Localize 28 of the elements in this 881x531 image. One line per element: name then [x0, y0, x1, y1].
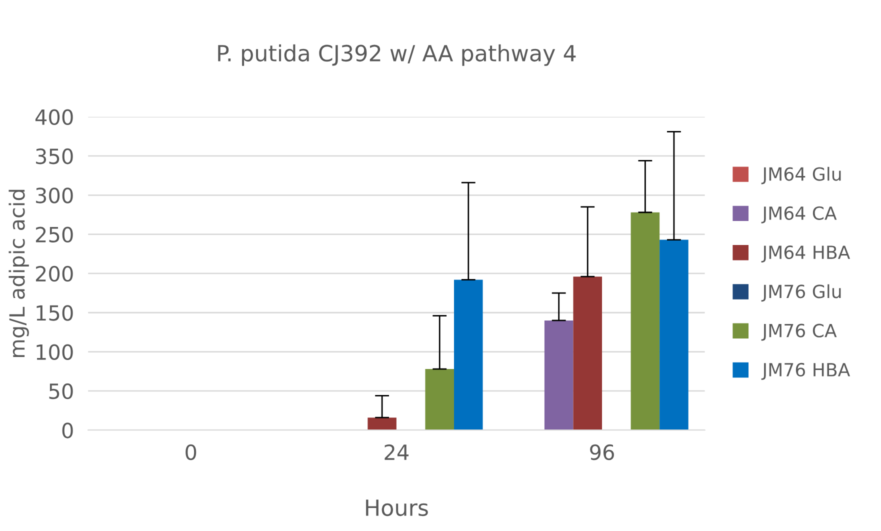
bar: [660, 240, 688, 430]
y-tick-label: 350: [36, 148, 73, 164]
y-axis-title: mg/L adipic acid: [8, 190, 29, 358]
y-tick-label: 400: [35, 109, 73, 126]
legend-label: JM64 HBA: [761, 245, 850, 262]
legend-label: JM64 CA: [761, 206, 837, 224]
bar: [573, 276, 602, 430]
y-tick-label: 100: [36, 344, 73, 360]
y-tick-label: 200: [36, 266, 73, 282]
x-axis-title: Hours: [366, 500, 428, 516]
y-tick-label: 0: [62, 422, 73, 438]
legend-label: JM64 Glu: [761, 166, 841, 184]
legend-label: JM76 CA: [761, 324, 837, 341]
y-tick-label: 300: [36, 188, 73, 204]
y-tick-label: 150: [36, 305, 73, 321]
bar: [368, 418, 396, 430]
x-tick-label: 0: [186, 444, 196, 460]
legend-label: JM76 Glu: [761, 284, 841, 302]
bar: [544, 320, 574, 430]
bar: [630, 212, 660, 430]
bar: [425, 369, 454, 430]
y-tick-label: 250: [36, 226, 73, 243]
chart-title: P. putida CJ392 w/ AA pathway 4: [218, 44, 576, 66]
legend-label: JM76 HBA: [761, 362, 850, 380]
bar: [454, 280, 483, 430]
x-tick-label: 24: [384, 444, 409, 460]
y-tick-label: 50: [49, 383, 73, 400]
x-tick-label: 96: [590, 444, 614, 460]
